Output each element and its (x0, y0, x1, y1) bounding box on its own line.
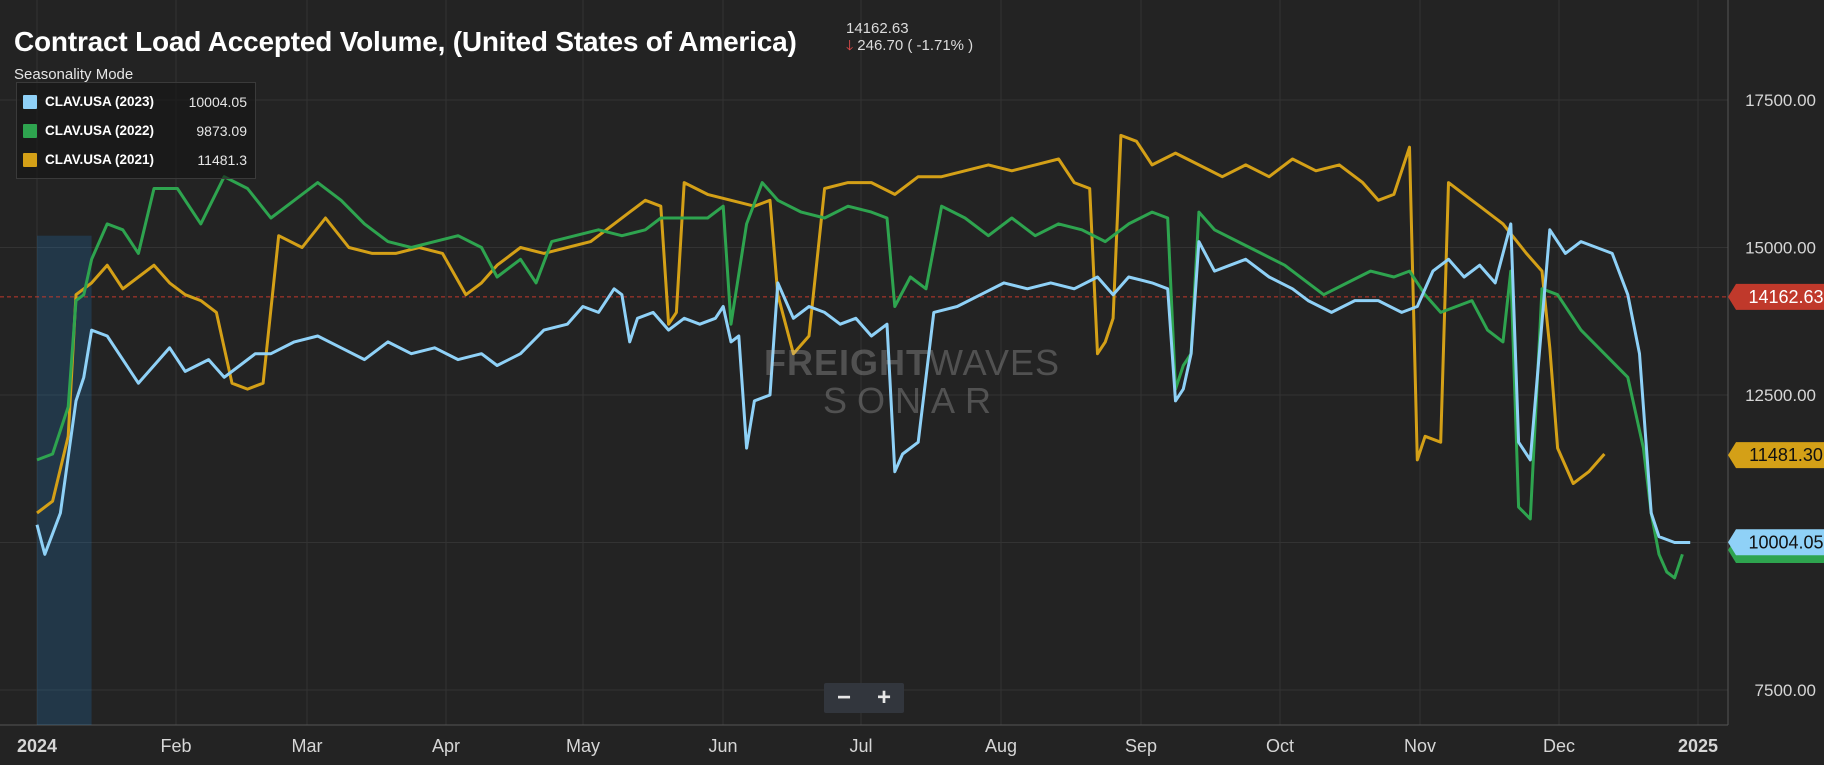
x-tick-label: Mar (292, 736, 323, 756)
price-tag-2021: 11481.30 (1749, 445, 1823, 465)
chart-title: Contract Load Accepted Volume, (United S… (14, 26, 797, 57)
price-tag-2023-bg (1728, 529, 1824, 556)
quote-change-value: 246.70 ( -1.71% ) (857, 37, 974, 54)
x-tick-label: Feb (160, 736, 191, 756)
y-tick-label: 15000.00 (1745, 239, 1816, 258)
x-tick-label: Dec (1543, 736, 1575, 756)
legend-name: CLAV.USA (2023) (45, 94, 155, 109)
series-line-2023 (35, 222, 1691, 556)
price-tag-2023: 10004.05 (1748, 532, 1823, 552)
seasonality-mode-label: Seasonality Mode (14, 66, 134, 83)
series-line-2021 (36, 133, 1606, 515)
zoom-out-button[interactable]: − (836, 684, 851, 711)
zoom-in-button[interactable]: + (876, 684, 891, 711)
legend-swatch-2023 (23, 94, 37, 109)
quote-change: 🡓 246.70 ( -1.71% ) (846, 37, 973, 54)
price-tag-reference-bg (1728, 283, 1824, 310)
legend-item-2021[interactable]: CLAV.USA (2021) 11481.3 (17, 145, 255, 174)
x-tick-label: Nov (1404, 736, 1436, 756)
y-tick-label: 7500.00 (1755, 681, 1816, 700)
legend-value: 9873.09 (196, 122, 247, 139)
legend-value: 10004.05 (188, 93, 247, 110)
x-tick-label: Aug (985, 736, 1017, 756)
legend-value: 11481.3 (197, 151, 247, 168)
legend: CLAV.USA (2023) 10004.05 CLAV.USA (2022)… (16, 82, 256, 179)
legend-name: CLAV.USA (2022) (45, 123, 155, 138)
legend-name: CLAV.USA (2021) (45, 152, 155, 167)
price-tag-reference: 14162.63 (1748, 287, 1823, 307)
y-tick-label: 17500.00 (1745, 91, 1816, 110)
series-line-2022 (36, 175, 1684, 580)
x-tick-label: May (566, 736, 600, 756)
legend-item-2023[interactable]: CLAV.USA (2023) 10004.05 (17, 87, 255, 116)
x-tick-label: Oct (1266, 736, 1294, 756)
x-tick-label: Jun (708, 736, 737, 756)
plot-background (0, 0, 1728, 725)
y-tick-label: 12500.00 (1745, 386, 1816, 405)
x-tick-label: 2025 (1678, 736, 1718, 756)
legend-swatch-2022 (23, 123, 37, 138)
x-tick-label: Sep (1125, 736, 1157, 756)
legend-swatch-2021 (23, 152, 37, 167)
x-tick-label: 2024 (17, 736, 57, 756)
price-tag-2021-bg (1728, 442, 1824, 469)
quote-box: 14162.63 🡓 246.70 ( -1.71% ) (846, 20, 973, 54)
x-tick-label: Apr (432, 736, 460, 756)
down-arrow-icon: 🡓 (846, 37, 854, 53)
zoom-controls: − + (824, 683, 904, 713)
x-tick-label: Jul (849, 736, 872, 756)
legend-item-2022[interactable]: CLAV.USA (2022) 9873.09 (17, 116, 255, 145)
quote-last-value: 14162.63 (846, 20, 909, 37)
